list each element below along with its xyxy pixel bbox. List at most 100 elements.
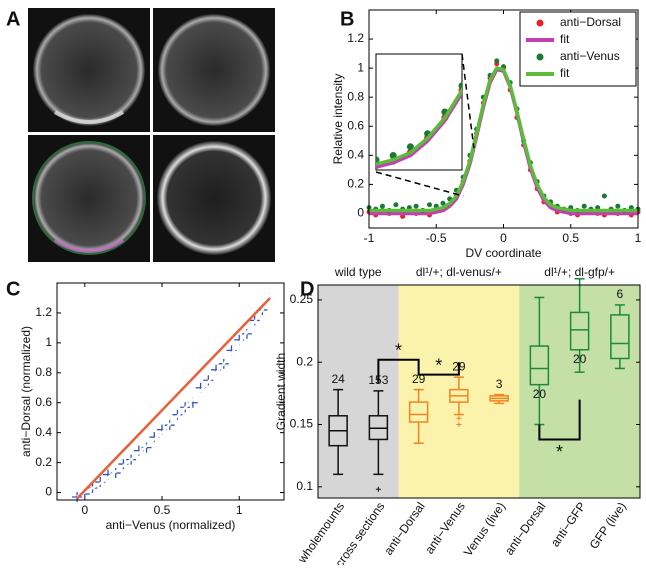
box	[610, 314, 630, 360]
x-tick-label: -0.5	[426, 231, 447, 245]
x-tick-label: anti−Dorsal	[502, 500, 548, 558]
y-tick-label: 0.25	[290, 292, 314, 306]
point	[458, 82, 462, 90]
x-tick-label: 0	[81, 503, 88, 517]
point	[493, 29, 500, 36]
point	[510, 14, 517, 21]
n-label: 3	[496, 377, 503, 391]
point	[304, 159, 311, 166]
x-axis-label: anti−Venus (normalized)	[106, 518, 236, 532]
legend-swatch	[536, 53, 544, 61]
point	[476, 51, 483, 58]
point	[413, 203, 419, 209]
y-tick-label: 0	[357, 206, 364, 220]
x-tick-label: anti−Venus	[422, 500, 468, 557]
x-tick-label: GFP (live)	[587, 500, 629, 552]
n-label: 6	[617, 287, 624, 301]
y-tick-label: 0.1	[296, 479, 313, 493]
panel-label: C	[6, 278, 20, 300]
plot-frame	[56, 282, 285, 501]
group-background	[398, 285, 520, 498]
y-axis-label: Gradient width	[274, 353, 288, 430]
point	[355, 164, 362, 171]
panel-label: A	[6, 8, 20, 30]
significance-bracket	[377, 358, 420, 384]
significance-star: *	[556, 442, 563, 462]
point	[379, 203, 385, 209]
x-tick-label: 0	[500, 231, 507, 245]
point	[406, 143, 414, 151]
point	[287, 161, 294, 168]
y-tick-label: 0.8	[347, 89, 364, 103]
y-tick-label: 0.8	[35, 365, 52, 379]
panel-a-images	[28, 8, 275, 262]
fit-line	[76, 297, 272, 499]
x-tick-label: 0.5	[562, 231, 579, 245]
legend-swatch	[536, 19, 544, 27]
plot-frame	[317, 284, 641, 499]
x-tick-label: 1	[236, 503, 243, 517]
y-tick-label: 0.6	[347, 118, 364, 132]
significance-star: *	[435, 355, 442, 375]
point	[581, 203, 587, 209]
y-tick-label: 1	[357, 60, 364, 74]
point	[440, 200, 446, 206]
point	[321, 164, 328, 171]
y-tick-label: 0.15	[290, 417, 314, 431]
box	[408, 401, 429, 423]
point	[579, 98, 586, 105]
legend-label: fit	[560, 32, 570, 46]
point	[596, 123, 603, 130]
y-axis-label: Relative intensity	[331, 74, 345, 165]
n-label: 20	[573, 352, 587, 366]
y-tick-label: 0.2	[35, 455, 52, 469]
y-tick-label: 1.2	[347, 31, 364, 45]
y-tick-label: 1	[45, 335, 52, 349]
group-background	[318, 285, 399, 498]
point	[376, 156, 380, 164]
point	[304, 167, 311, 174]
point	[287, 165, 294, 172]
point	[579, 94, 586, 101]
panel-label: B	[340, 8, 354, 30]
group-label: dl¹/+; dl-venus/+	[416, 265, 502, 279]
significance-bracket	[538, 399, 581, 441]
zoom-connector	[375, 53, 475, 197]
outlier	[375, 486, 381, 492]
x-tick-label: -1	[364, 231, 375, 245]
legend-label: anti−Venus	[560, 49, 620, 63]
outlier	[456, 422, 462, 428]
group-label: dl¹/+; dl-gfp/+	[544, 265, 615, 279]
inset	[287, 14, 638, 175]
outlier	[456, 415, 462, 421]
n-label: 20	[533, 387, 547, 401]
y-tick-label: 1.2	[35, 305, 52, 319]
point	[338, 168, 345, 175]
y-tick-label: 0.2	[296, 354, 313, 368]
point	[613, 135, 620, 142]
significance-bracket	[417, 362, 460, 376]
point	[427, 202, 433, 208]
fit-line	[369, 66, 638, 213]
x-tick-label: 0.5	[154, 503, 171, 517]
point	[493, 32, 500, 39]
group-label: wild type	[334, 265, 382, 279]
point	[321, 164, 328, 171]
point	[596, 116, 603, 123]
point	[613, 142, 620, 149]
n-label: 24	[331, 372, 345, 386]
point	[631, 155, 638, 162]
y-tick-label: 0.2	[347, 177, 364, 191]
point	[510, 17, 517, 24]
panel-label: D	[300, 278, 314, 300]
y-tick-label: 0.4	[35, 425, 52, 439]
box	[569, 311, 590, 351]
point	[393, 202, 399, 208]
y-tick-label: 0.4	[347, 148, 364, 162]
x-tick-label: anti−GFP	[548, 500, 589, 550]
box	[529, 345, 550, 386]
x-tick-label: 1	[635, 231, 642, 245]
x-axis-label: DV coordinate	[465, 246, 541, 260]
legend-label: fit	[560, 66, 570, 80]
